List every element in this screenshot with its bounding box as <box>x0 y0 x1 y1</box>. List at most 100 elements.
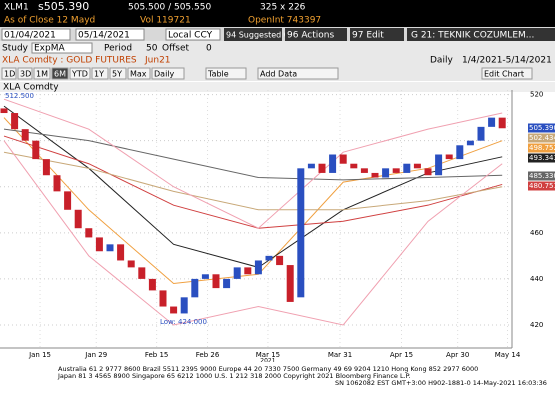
toolbar-button[interactable] <box>1 67 17 80</box>
end-input[interactable] <box>75 28 145 41</box>
group-button[interactable] <box>407 28 555 41</box>
candle-body <box>371 172 379 178</box>
x-tick-label: Mar 31 <box>328 351 352 359</box>
candle-body <box>254 260 262 275</box>
button-label: YTD <box>71 70 88 79</box>
actions-button[interactable] <box>285 28 347 41</box>
x-tick-label: Mar 15 <box>256 351 280 359</box>
button-label: Table <box>207 70 229 79</box>
ccy-select[interactable] <box>165 28 221 41</box>
candle-body <box>488 117 496 127</box>
button-label: 1M <box>36 70 48 79</box>
candle-body <box>276 255 284 266</box>
toolbar-button[interactable] <box>91 67 109 80</box>
y-tick-label: 460 <box>530 229 543 237</box>
button-row: 1D 3D 1M 6M YTD 1Y 5Y Max Daily Table Add Data Edit… <box>1 67 533 80</box>
toolbar-button[interactable] <box>151 67 185 80</box>
footer-line: SN 1062082 EST GMT+3:00 H902-1881-0 14-M… <box>335 379 547 387</box>
candle-body <box>85 228 93 238</box>
year-label: 2021 <box>260 358 275 365</box>
candle-body <box>11 113 19 130</box>
candle-body <box>138 267 146 279</box>
candle-body <box>64 191 72 210</box>
candle-body <box>360 168 368 173</box>
last-value: 505.390 <box>529 124 555 132</box>
last-value-tag <box>528 171 555 181</box>
period: 50 <box>146 44 158 54</box>
candle-body <box>498 117 506 129</box>
toolbar-button[interactable] <box>257 67 339 80</box>
y-tick-label: 520 <box>530 91 543 99</box>
plot-area <box>0 81 555 362</box>
last-value: 480.751 <box>529 182 555 190</box>
ticker: XLM1 <box>4 3 29 13</box>
toolbar-button[interactable] <box>51 67 69 80</box>
period-label: Period <box>104 44 132 54</box>
toolbar-button[interactable] <box>17 67 33 80</box>
contract: Jun21 <box>144 56 171 66</box>
candle-body <box>191 278 199 298</box>
candle-body <box>297 168 305 298</box>
ccy: Local CCY <box>168 31 213 41</box>
candle-body <box>403 163 411 173</box>
x-tick-label: Feb 26 <box>196 351 220 359</box>
candle-body <box>180 297 188 314</box>
candle-body <box>307 163 315 169</box>
candle-body <box>53 175 61 192</box>
low-label: Low: 424.000 <box>160 318 207 326</box>
candle-body <box>445 154 453 160</box>
button-label: 6M <box>54 70 66 79</box>
candle-body <box>42 159 50 176</box>
toolbar-button[interactable] <box>69 67 91 80</box>
last-value-tag <box>528 133 555 143</box>
candle-body <box>223 278 231 289</box>
start-input[interactable] <box>1 28 71 41</box>
study-select[interactable] <box>31 42 93 54</box>
candle-body <box>159 290 167 307</box>
chart-title-bar <box>0 82 555 92</box>
candle-body <box>32 140 40 160</box>
candle-body <box>318 163 326 173</box>
edit-button[interactable] <box>350 28 404 41</box>
candle-body <box>21 129 29 141</box>
toolbar-button[interactable] <box>205 67 247 80</box>
high-label: 512.500 <box>5 92 34 100</box>
start-date: 01/04/2021 <box>4 31 56 41</box>
x-tick-label: Feb 15 <box>145 351 169 359</box>
toolbar-button[interactable] <box>127 67 151 80</box>
candle-body <box>74 209 82 229</box>
candle-body <box>170 306 178 314</box>
suggested-button[interactable] <box>224 28 282 41</box>
candle-body <box>286 265 294 302</box>
x-tick-label: Jan 15 <box>28 351 51 359</box>
button-label: 5Y <box>112 70 122 79</box>
button-label: 1D <box>4 70 15 79</box>
end-date: 05/14/2021 <box>78 31 130 41</box>
toolbar-button[interactable] <box>109 67 127 80</box>
range: 1/4/2021-5/14/2021 <box>462 56 552 66</box>
y-tick-label: 420 <box>530 321 543 329</box>
candle-body <box>413 163 421 169</box>
candle-body <box>244 267 252 275</box>
security: XLA Comdty : GOLD FUTURES <box>2 56 137 66</box>
candle-body <box>212 274 220 289</box>
as-of: As of Close 12 Mayd <box>4 16 95 26</box>
x-tick-label: May 14 <box>495 351 521 359</box>
last-value-tag <box>528 153 555 163</box>
toolbar-button[interactable] <box>481 67 533 80</box>
x-tick-label: Apr 15 <box>390 351 413 359</box>
last-value: 498.752 <box>529 144 555 152</box>
candle-body <box>201 274 209 279</box>
open-interest: OpenInt 743397 <box>248 16 321 26</box>
candle-body <box>95 237 103 252</box>
last-price: s505.390 <box>38 0 89 13</box>
offset-label: Offset <box>162 44 190 54</box>
last-value-tag <box>528 143 555 153</box>
edit: 97 Edit <box>352 31 384 41</box>
last-value-tag <box>528 181 555 191</box>
toolbar-button[interactable] <box>33 67 51 80</box>
volume: Vol 119721 <box>140 16 191 26</box>
candle-body <box>127 260 135 268</box>
